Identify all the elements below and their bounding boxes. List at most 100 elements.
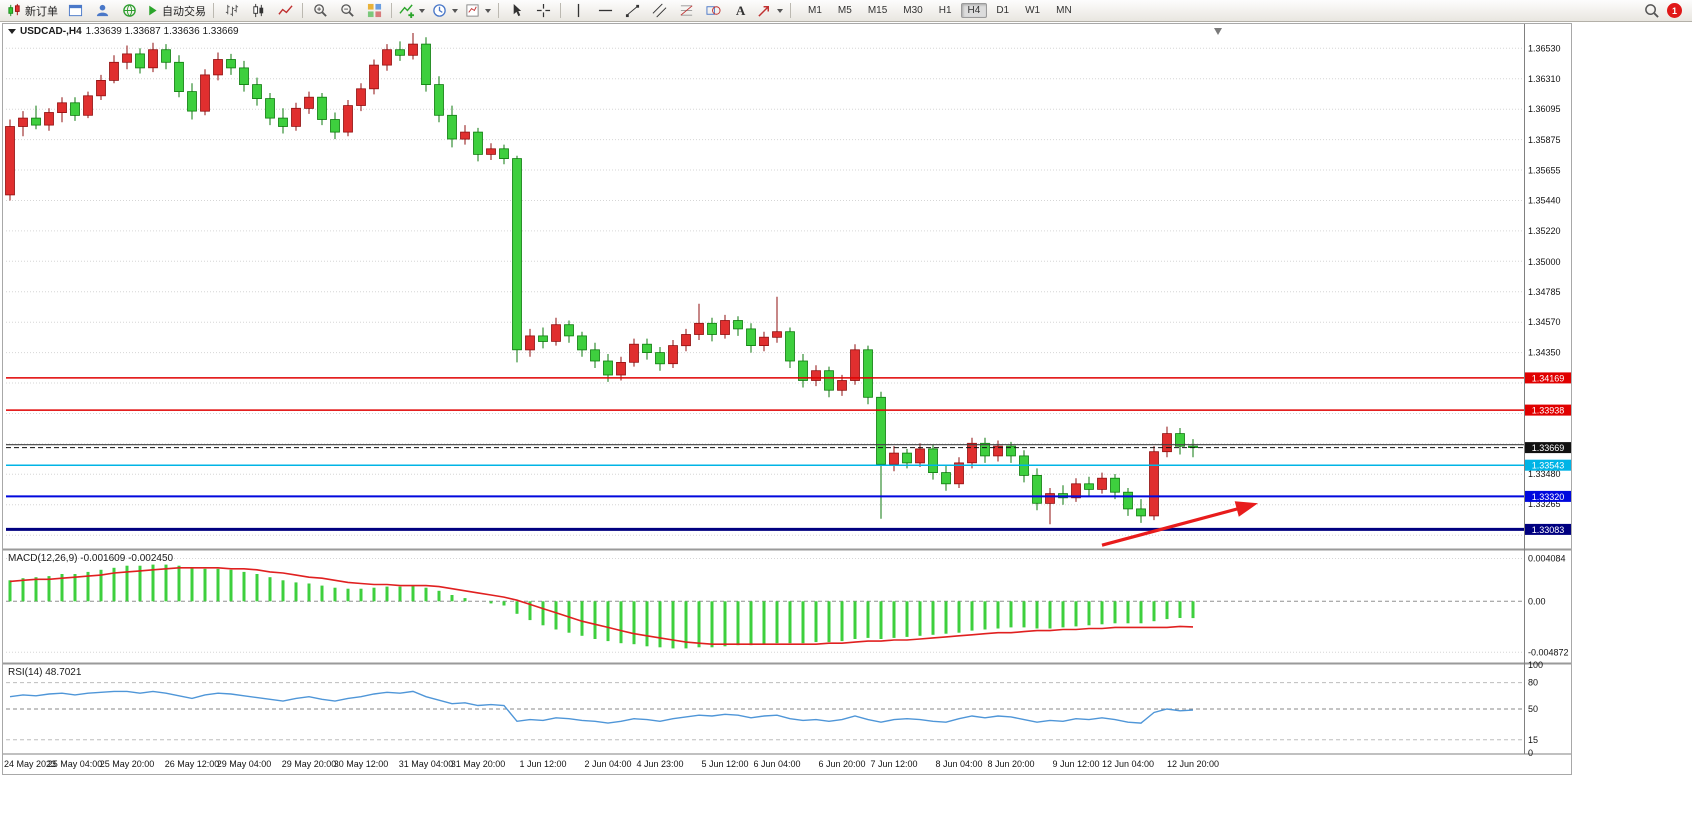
candle-bullish [837,380,847,391]
cursor-button[interactable] [503,1,529,21]
text-button[interactable]: A [727,1,753,21]
candle-bullish [668,345,678,365]
vertical-line-button[interactable] [565,1,591,21]
price-label: 1.35000 [1528,257,1561,267]
candle-bullish [993,445,1003,457]
candle-bullish [1149,451,1159,517]
hlines-layer [6,377,1524,531]
candle-bullish [915,448,925,464]
channel-button[interactable] [646,1,672,21]
candle-bearish [278,117,288,127]
chart-canvas[interactable]: 1.36530 1.36310 1.36095 1.35875 1.35655 1.354… [0,22,1692,778]
candle-bullish [148,49,158,69]
time-label: 9 Jun 12:00 [1052,759,1099,769]
zoom-out-button[interactable] [334,1,360,21]
new-order-button[interactable]: 新订单 [4,1,61,21]
periods-button[interactable] [429,1,461,21]
candle-bearish [174,61,184,92]
search-button[interactable] [1638,1,1664,21]
rsi-axis-label: 80 [1528,678,1538,688]
trend-arrow-head[interactable] [1234,501,1258,517]
candle-bearish [785,331,795,362]
notification-badge[interactable]: 1 [1667,3,1682,18]
timeframe-w1-button[interactable]: W1 [1025,5,1041,16]
price-tag-1.33543: 1.33543 [1525,459,1571,471]
candle-bullish [291,107,301,127]
candle-bullish [44,112,54,126]
macd-axis-label: 0.00 [1528,596,1546,606]
candle-bullish [850,349,860,381]
candle-bearish [1110,477,1120,493]
candle-bearish [642,343,652,354]
candle-bullish [616,361,626,376]
timeframe-h1-button[interactable]: H1 [938,5,952,16]
autotrade-button[interactable]: 自动交易 [143,1,209,21]
timeframe-mn-button[interactable]: MN [1056,5,1072,16]
candle-bearish [473,131,483,155]
zoom-out-icon [340,3,355,18]
shapes-button[interactable] [700,1,726,21]
indicators-button[interactable] [396,1,428,21]
timeframe-m1-button[interactable]: M1 [808,5,822,16]
web-terminal-button[interactable] [116,1,142,21]
vertical-line-icon [571,3,586,18]
candle-bullish [343,105,353,133]
horizontal-line-button[interactable] [592,1,618,21]
time-label: 8 Jun 04:00 [935,759,982,769]
shapes-icon [705,3,721,18]
clock-icon [432,3,447,18]
timeframe-m15-button[interactable]: M15 [867,5,888,16]
time-label: 29 May 20:00 [282,759,337,769]
candle-bullish [681,334,691,347]
channel-icon [652,3,667,18]
chart-shift-marker[interactable] [1214,28,1222,35]
crosshair-icon [536,3,551,18]
tile-windows-button[interactable] [361,1,387,21]
trendline-button[interactable] [619,1,645,21]
fibonacci-button[interactable] [673,1,699,21]
candle-bullish [213,59,223,76]
time-label: 1 Jun 12:00 [519,759,566,769]
svg-text:A: A [735,3,745,18]
candle-bullish [551,324,561,342]
candle-bearish [941,472,951,485]
zoom-in-button[interactable] [307,1,333,21]
time-label: 24 May 2023 [4,759,56,769]
candle-bearish [447,114,457,140]
price-label: 1.36310 [1528,74,1561,84]
rsi-line [9,690,1194,724]
chart-menu-icon[interactable] [8,29,16,34]
arrow-tool-icon [757,3,772,18]
line-chart-button[interactable] [272,1,298,21]
candle-bullish [460,131,470,140]
candle-bearish [1006,445,1016,457]
indicators-plus-icon [399,3,414,18]
candle-bearish [824,370,834,391]
templates-button[interactable] [462,1,494,21]
bar-chart-button[interactable] [218,1,244,21]
arrow-tools-button[interactable] [754,1,786,21]
macd-axis-label: 0.004084 [1528,554,1566,564]
candle-bearish [187,91,197,112]
autotrade-label: 自动交易 [162,5,206,18]
timeframe-m5-button[interactable]: M5 [837,5,852,16]
trend-arrow[interactable] [1101,505,1245,547]
candle-bullish [18,117,28,127]
time-label: 6 Jun 20:00 [818,759,865,769]
price-tag-1.34169: 1.34169 [1525,372,1571,384]
timeframe-m30-button[interactable]: M30 [903,5,923,16]
candle-bullish [759,336,769,347]
timeframe-d1-button[interactable]: D1 [996,5,1010,16]
time-label: 31 May 04:00 [399,759,454,769]
candlestick-chart-button[interactable] [245,1,271,21]
crosshair-button[interactable] [530,1,556,21]
svg-text:1.33320: 1.33320 [1532,492,1565,502]
time-label: 6 Jun 04:00 [753,759,800,769]
candle-bearish [31,117,41,126]
toolbar-separator [560,3,561,18]
community-button[interactable] [89,1,115,21]
price-tag-1.33083: 1.33083 [1525,523,1571,535]
timeframe-h4-button[interactable]: H4 [960,3,988,18]
candle-bearish [928,448,938,473]
charts-window-button[interactable] [62,1,88,21]
